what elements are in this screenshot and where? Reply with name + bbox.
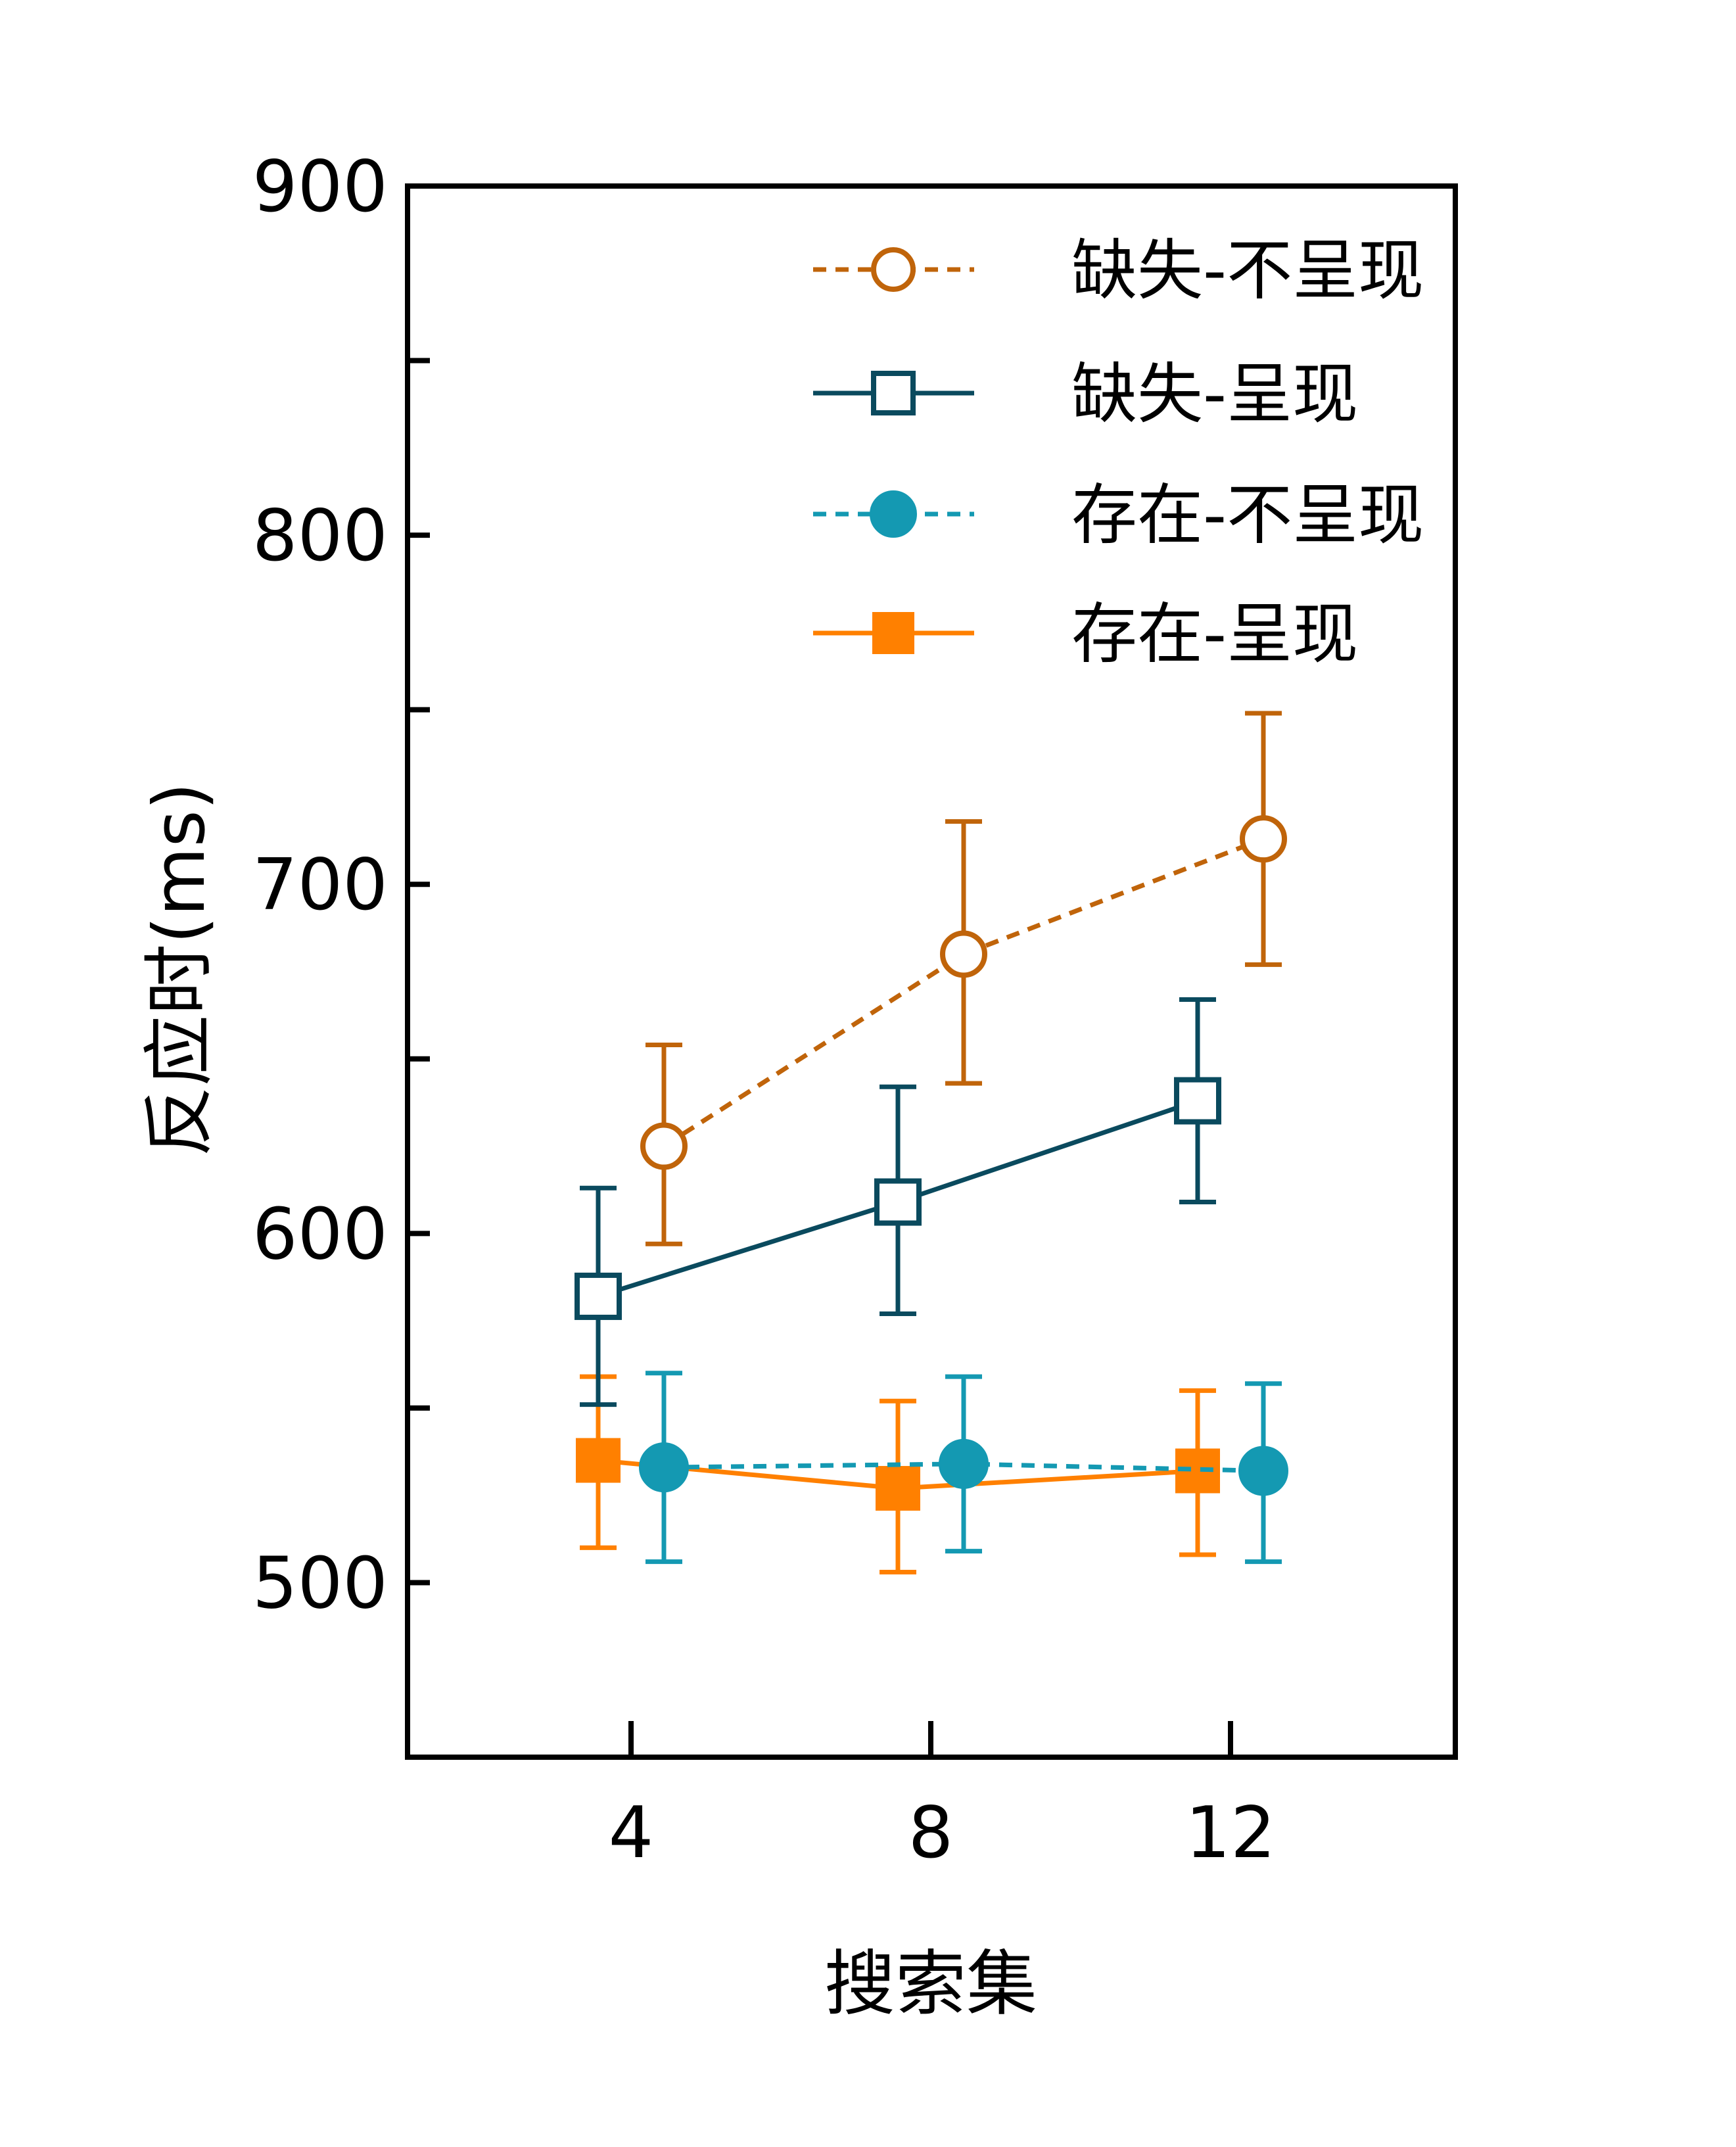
legend-label: 存在-不呈现 [1071,477,1424,554]
marker-open-circle [940,930,987,978]
series-line [663,836,1265,1148]
marker-open-circle [871,247,916,292]
x-tick-label: 12 [1185,1792,1275,1874]
marker-open-square [874,1178,922,1226]
marker-filled-square [872,612,914,654]
series-1 [640,711,1287,1246]
y-tick-label: 500 [252,1542,388,1624]
y-tick-label: 600 [252,1193,388,1275]
y-tick-label: 800 [252,495,388,577]
marker-open-square [871,371,916,415]
x-tick-label: 4 [609,1792,654,1874]
y-axis-label: 反应时(ms) [139,782,221,1157]
series-3 [639,1371,1288,1565]
marker-open-circle [1240,815,1287,863]
legend-item-2: 缺失-呈现 [813,356,1358,433]
marker-filled-circle [1238,1446,1288,1496]
ticks-layer: 500 600 700 800 900 4 8 12 [252,146,1276,1874]
marker-open-square [1174,1077,1221,1125]
series-layer [575,711,1288,1575]
marker-filled-circle [639,1442,689,1493]
x-tick-label: 8 [908,1792,954,1874]
legend-label: 缺失-呈现 [1071,356,1358,433]
legend-label: 缺失-不呈现 [1071,232,1424,309]
marker-filled-circle [939,1438,989,1489]
legend-item-3: 存在-不呈现 [813,477,1424,554]
x-axis-label: 搜索集 [824,1943,1037,2025]
legend-item-1: 缺失-不呈现 [813,232,1424,309]
series-2 [575,997,1221,1407]
marker-filled-circle [870,490,917,538]
marker-filled-square [876,1466,920,1511]
series-4 [576,1374,1220,1575]
y-tick-label: 900 [252,146,388,228]
y-tick-label: 700 [252,844,388,926]
marker-open-circle [640,1122,688,1170]
marker-filled-square [576,1438,621,1483]
legend-label: 存在-呈现 [1071,596,1358,672]
legend-item-4: 存在-呈现 [813,596,1358,672]
marker-open-square [575,1272,622,1320]
